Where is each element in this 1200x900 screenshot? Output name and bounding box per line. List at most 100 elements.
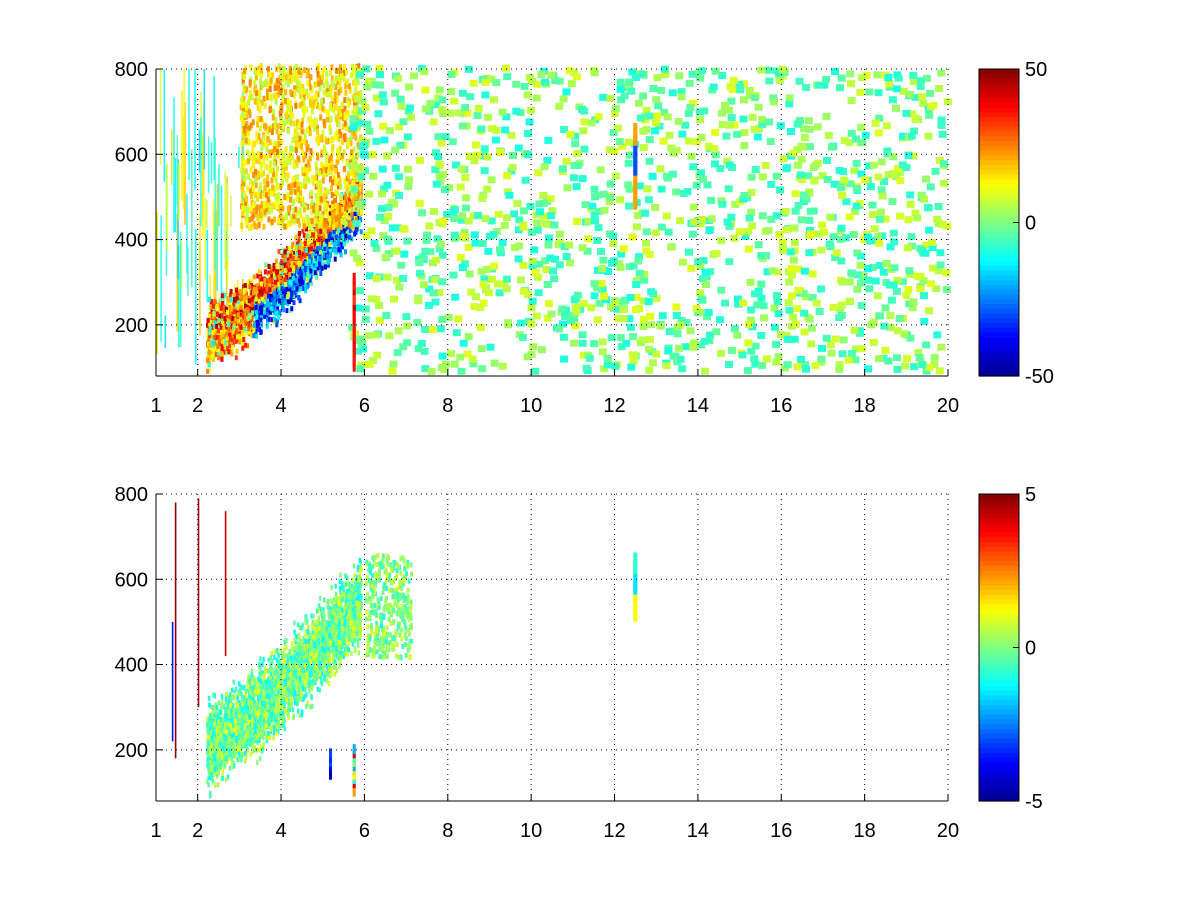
heatmap-cell bbox=[284, 74, 288, 81]
heatmap-cell bbox=[261, 141, 265, 147]
heatmap-cell bbox=[244, 290, 248, 296]
heatmap-cell bbox=[235, 287, 239, 293]
heatmap-cell bbox=[242, 68, 246, 74]
heatmap-cell bbox=[280, 172, 284, 179]
heatmap-cell bbox=[284, 89, 288, 96]
heatmap-cell bbox=[301, 87, 305, 94]
heatmap-cell bbox=[302, 273, 306, 279]
heatmap-streak bbox=[241, 91, 244, 208]
heatmap-cell bbox=[294, 136, 298, 143]
heatmap-cell bbox=[242, 333, 246, 338]
heatmap-cell bbox=[320, 149, 324, 156]
heatmap-cell bbox=[304, 271, 308, 277]
heatmap-cell bbox=[347, 228, 351, 234]
heatmap-cell bbox=[272, 316, 276, 322]
heatmap-cell bbox=[315, 223, 319, 230]
heatmap-cell bbox=[306, 272, 310, 277]
heatmap-cell bbox=[278, 295, 282, 301]
heatmap-cell bbox=[247, 298, 251, 304]
heatmap-streak bbox=[187, 247, 189, 296]
heatmap-cell bbox=[241, 311, 245, 317]
heatmap-cell bbox=[241, 154, 245, 161]
heatmap-cell bbox=[316, 180, 320, 187]
heatmap-cell bbox=[242, 191, 246, 198]
heatmap-cell bbox=[253, 79, 257, 86]
heatmap-cell bbox=[245, 121, 249, 128]
heatmap-cell bbox=[259, 277, 263, 283]
heatmap-cell bbox=[328, 138, 332, 145]
heatmap-cell bbox=[254, 305, 258, 310]
heatmap-cell bbox=[338, 80, 342, 87]
heatmap-cell bbox=[276, 294, 280, 300]
heatmap-cell bbox=[293, 181, 297, 188]
heatmap-cell bbox=[226, 342, 230, 348]
heatmap-cell bbox=[253, 223, 257, 230]
heatmap-cell bbox=[272, 266, 276, 272]
heatmap-cell bbox=[301, 251, 305, 257]
heatmap-cell bbox=[254, 192, 257, 199]
heatmap-cell bbox=[271, 114, 275, 121]
heatmap-cell bbox=[315, 136, 319, 143]
heatmap-streak bbox=[171, 129, 173, 185]
heatmap-cell bbox=[302, 268, 306, 274]
heatmap-cell bbox=[259, 216, 263, 223]
heatmap-cell bbox=[286, 298, 289, 304]
heatmap-cell bbox=[273, 124, 277, 131]
heatmap-cell bbox=[325, 170, 329, 177]
heatmap-cell bbox=[323, 65, 327, 72]
heatmap-cell bbox=[294, 255, 298, 260]
heatmap-cell bbox=[266, 310, 270, 316]
heatmap-cell bbox=[248, 90, 252, 97]
heatmap-cell bbox=[321, 105, 325, 112]
heatmap-cell bbox=[241, 78, 245, 85]
heatmap-cell bbox=[344, 193, 348, 200]
heatmap-cell bbox=[226, 306, 230, 312]
heatmap-streak bbox=[220, 185, 223, 304]
heatmap-cell bbox=[303, 256, 307, 262]
heatmap-cell bbox=[241, 210, 245, 217]
heatmap-cell bbox=[348, 184, 351, 191]
heatmap-cell bbox=[345, 125, 349, 132]
heatmap-cell bbox=[339, 69, 343, 76]
heatmap-cell bbox=[307, 116, 311, 123]
heatmap-cell bbox=[270, 167, 273, 174]
heatmap-cell bbox=[309, 148, 313, 155]
heatmap-cell bbox=[213, 334, 217, 340]
heatmap-cell bbox=[268, 287, 272, 293]
heatmap-cell bbox=[289, 253, 292, 259]
heatmap-cell bbox=[275, 276, 279, 282]
heatmap-cell bbox=[302, 111, 306, 118]
heatmap-cell bbox=[281, 169, 284, 175]
heatmap-cell bbox=[226, 334, 230, 340]
heatmap-cell bbox=[274, 171, 278, 178]
heatmap-cell bbox=[255, 223, 259, 230]
heatmap-cell bbox=[256, 174, 259, 181]
heatmap-cell bbox=[254, 182, 258, 189]
heatmap-cell bbox=[283, 120, 286, 127]
heatmap-cell bbox=[347, 218, 351, 223]
heatmap-cell bbox=[337, 212, 341, 219]
heatmap-cell bbox=[218, 314, 221, 320]
heatmap-cell bbox=[262, 190, 266, 197]
heatmap-cell bbox=[332, 223, 336, 230]
heatmap-cell bbox=[295, 282, 299, 287]
heatmap-cell bbox=[206, 368, 210, 374]
heatmap-cell bbox=[265, 81, 269, 88]
heatmap-cell bbox=[280, 266, 284, 272]
heatmap-cell bbox=[274, 311, 278, 316]
heatmap-cell bbox=[345, 69, 348, 75]
heatmap-cell bbox=[345, 122, 349, 129]
heatmap-cell bbox=[327, 188, 331, 195]
heatmap-cell bbox=[273, 286, 276, 292]
heatmap-cell bbox=[286, 101, 290, 108]
heatmap-cell bbox=[226, 309, 229, 315]
heatmap-cell bbox=[212, 320, 216, 326]
heatmap-cell bbox=[278, 270, 282, 276]
heatmap-cell bbox=[310, 203, 313, 210]
heatmap-streak bbox=[178, 163, 180, 220]
heatmap-cell bbox=[358, 113, 362, 120]
heatmap-cell bbox=[271, 149, 275, 155]
heatmap-cell bbox=[299, 255, 303, 261]
heatmap-cell bbox=[273, 146, 277, 153]
heatmap-cell bbox=[309, 190, 313, 197]
